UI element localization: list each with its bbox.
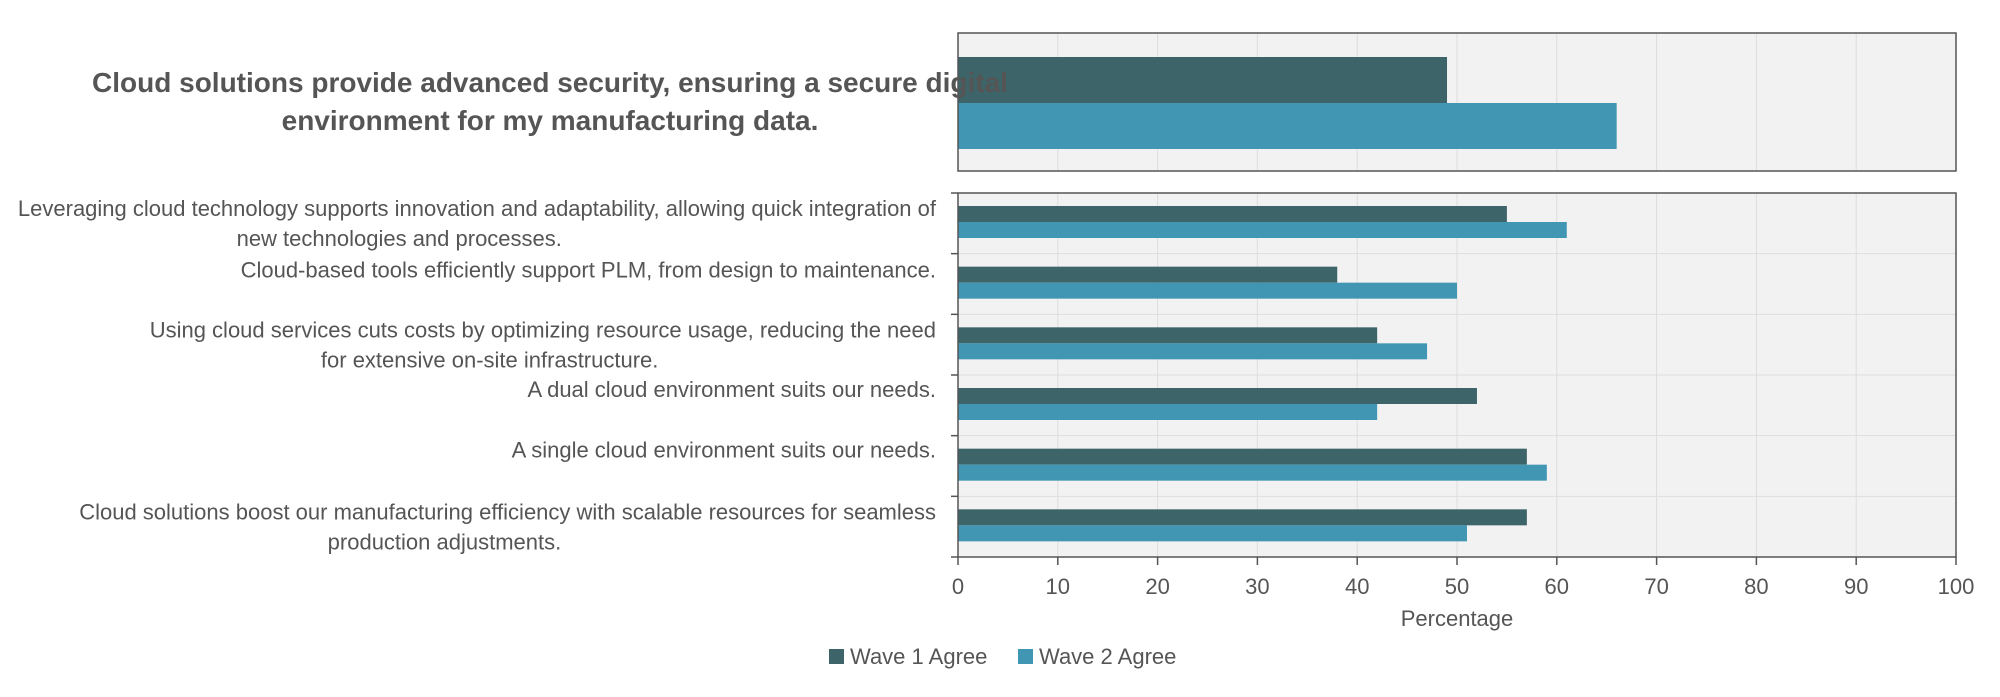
category-label-4: A dual cloud environment suits our needs… <box>528 377 936 402</box>
highlight-category-label: Cloud solutions provide advanced securit… <box>92 67 1008 136</box>
bar-2-3 <box>958 343 1428 360</box>
bar-2-5 <box>958 464 1547 481</box>
main-panel <box>951 192 1957 558</box>
bar-1-3 <box>958 327 1378 344</box>
x-tick-label: 40 <box>1345 574 1369 599</box>
bar-1-1 <box>958 206 1507 222</box>
bar-1-2 <box>958 266 1338 283</box>
x-tick-label: 70 <box>1644 574 1668 599</box>
bar-2-4 <box>958 404 1378 420</box>
x-tick-label: 80 <box>1744 574 1768 599</box>
bar-1-6 <box>958 509 1527 526</box>
bar-1-4 <box>958 388 1477 404</box>
bar-2-2 <box>958 282 1457 299</box>
x-tick-label: 20 <box>1145 574 1169 599</box>
legend-label-1: Wave 1 Agree <box>850 644 987 669</box>
category-label-6: Cloud solutions boost our manufacturing … <box>79 499 936 554</box>
legend-swatch-1 <box>829 649 844 664</box>
x-tick-label: 10 <box>1046 574 1070 599</box>
x-tick-label: 30 <box>1245 574 1269 599</box>
bar-2-6 <box>958 525 1467 542</box>
category-label-1: Leveraging cloud technology supports inn… <box>18 196 937 251</box>
highlight-panel-frame <box>957 32 1957 172</box>
x-axis: 0 10 20 30 40 50 60 70 80 90 100 Percentage <box>952 557 1974 631</box>
x-tick-label: 50 <box>1445 574 1469 599</box>
x-tick-label: 60 <box>1545 574 1569 599</box>
category-labels: Cloud solutions provide advanced securit… <box>18 67 1008 554</box>
x-tick-label: 0 <box>952 574 964 599</box>
category-label-2: Cloud-based tools efficiently support PL… <box>241 258 936 283</box>
legend: Wave 1 Agree Wave 2 Agree <box>829 644 1176 669</box>
x-tick-label: 90 <box>1844 574 1868 599</box>
legend-label-2: Wave 2 Agree <box>1039 644 1176 669</box>
highlight-panel <box>957 32 1957 172</box>
highlight-bar-2 <box>958 103 1617 149</box>
legend-swatch-2 <box>1018 649 1033 664</box>
x-axis-title: Percentage <box>1401 606 1514 631</box>
x-tick-label: 100 <box>1938 574 1975 599</box>
highlight-bar-1 <box>958 57 1448 103</box>
bar-1-5 <box>958 448 1527 465</box>
category-label-3: Using cloud services cuts costs by optim… <box>150 317 936 372</box>
category-label-5: A single cloud environment suits our nee… <box>512 438 936 463</box>
bar-2-1 <box>958 222 1567 238</box>
